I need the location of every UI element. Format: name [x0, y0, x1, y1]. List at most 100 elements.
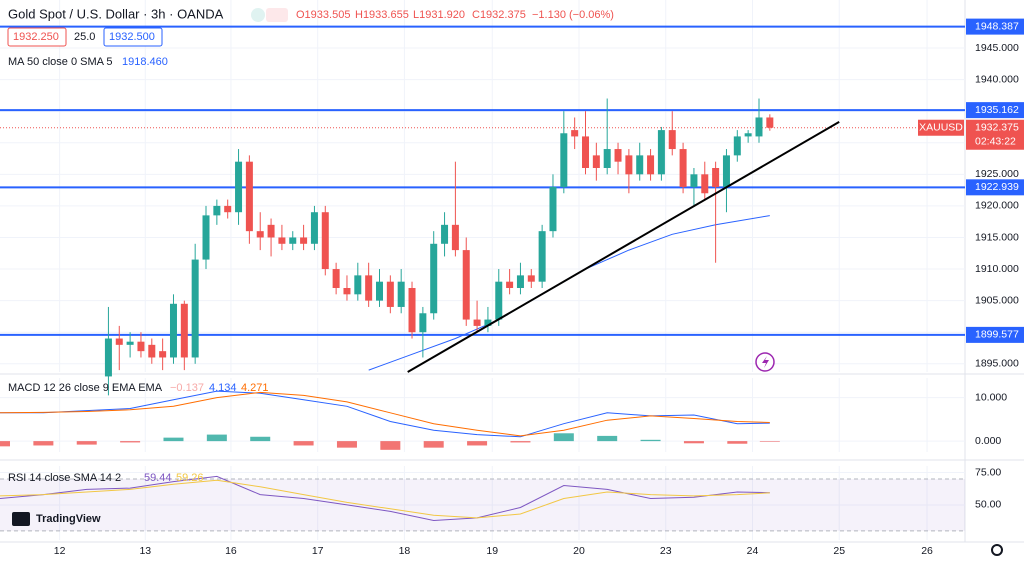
- histogram-bar: [423, 441, 444, 448]
- histogram-bar: [380, 441, 401, 450]
- candle-body: [538, 231, 546, 282]
- countdown-label: 02:43:22: [975, 136, 1016, 148]
- status-icon[interactable]: [251, 8, 265, 22]
- buy-button[interactable]: [103, 27, 163, 47]
- candle-body: [213, 205, 221, 216]
- candle-body: [712, 168, 720, 187]
- ohlc-open: O1933.505: [296, 9, 350, 21]
- candle-body: [484, 319, 492, 326]
- candle-body: [169, 303, 177, 358]
- candle-body: [419, 313, 427, 333]
- candle-body: [354, 275, 362, 295]
- sell-button[interactable]: [7, 27, 67, 47]
- symbol-label: XAUUSD: [919, 122, 963, 134]
- candle-body: [549, 186, 557, 232]
- event-bolt: [762, 356, 769, 368]
- histogram-bar: [163, 437, 184, 442]
- brand-logo: [12, 512, 30, 526]
- histogram-bar: [727, 441, 748, 444]
- y-tick-label: 1925.000: [975, 168, 1019, 180]
- candle-body: [321, 212, 329, 270]
- pane-title: RSI 14 close SMA 14 2: [8, 472, 121, 484]
- y-tick-label: 75.00: [975, 466, 1001, 478]
- candle-body: [148, 344, 156, 358]
- candle-body: [115, 338, 123, 345]
- symbol-tag: [918, 119, 964, 136]
- candle-body: [625, 155, 633, 175]
- candle-body: [668, 130, 676, 150]
- ask-price: 1932.500: [109, 31, 155, 43]
- histogram-bar: [0, 441, 10, 447]
- candle-body: [647, 155, 655, 175]
- candle-body: [462, 250, 470, 320]
- price-line-tag: [966, 18, 1024, 35]
- y-tick-label: 1945.000: [975, 42, 1019, 54]
- histogram-bar: [250, 436, 271, 442]
- candle-body: [527, 275, 535, 282]
- histogram-bar: [293, 441, 314, 446]
- legend-value: 59.44: [144, 472, 172, 484]
- y-tick-label: 0.000: [975, 435, 1001, 447]
- legend-value: 59.26: [176, 472, 204, 484]
- alert-icon[interactable]: [266, 8, 288, 22]
- price-line-tag: [966, 326, 1024, 343]
- price-line-label: 1922.939: [975, 181, 1019, 193]
- histogram-bar: [759, 441, 780, 442]
- price-line-tag: [966, 179, 1024, 196]
- price-line-label: 1899.577: [975, 329, 1019, 341]
- candle-body: [603, 149, 611, 168]
- histogram-bar: [76, 441, 97, 445]
- last-price-tag: [966, 119, 1024, 150]
- y-tick-label: 1910.000: [975, 263, 1019, 275]
- x-tick-label: 26: [921, 545, 933, 557]
- settings-icon[interactable]: [991, 544, 1003, 556]
- candle-body: [191, 259, 199, 358]
- candle-body: [245, 161, 253, 232]
- trend-line: [407, 121, 840, 373]
- candle-body: [582, 136, 590, 168]
- candle-body: [722, 155, 730, 187]
- bid-price: 1932.250: [13, 31, 59, 43]
- histogram-bar: [120, 441, 141, 443]
- candle-body: [755, 117, 763, 137]
- ma-label: MA 50 close 0 SMA 5: [8, 56, 113, 68]
- candle-body: [560, 133, 568, 187]
- candle-body: [159, 351, 167, 358]
- candle-body: [300, 237, 308, 244]
- candle-body: [278, 237, 286, 244]
- candle-body: [495, 281, 503, 320]
- ohlc-change: −1.130 (−0.06%): [532, 9, 614, 21]
- x-tick-label: 18: [399, 545, 411, 557]
- rsi-band: [0, 478, 965, 531]
- candle-body: [202, 215, 210, 260]
- candle-body: [310, 212, 318, 244]
- histogram-bar: [33, 441, 54, 446]
- candle-body: [571, 130, 579, 137]
- candle-body: [343, 288, 351, 295]
- rsi-line: [0, 479, 770, 519]
- x-tick-label: 19: [486, 545, 498, 557]
- candle-body: [256, 231, 264, 238]
- candle-body: [690, 174, 698, 187]
- candle-body: [701, 174, 709, 194]
- y-tick-label: 1915.000: [975, 231, 1019, 243]
- candle-body: [235, 161, 243, 213]
- legend-value: −0.137: [170, 382, 204, 394]
- brand-name: TradingView: [36, 513, 101, 525]
- last-price-label: 1932.375: [975, 122, 1019, 134]
- y-tick-label: 1940.000: [975, 73, 1019, 85]
- macd-line: [0, 391, 770, 437]
- candle-body: [451, 224, 459, 251]
- candle-body: [766, 117, 774, 128]
- x-tick-label: 16: [225, 545, 237, 557]
- candle-body: [636, 155, 644, 175]
- candle-body: [126, 341, 134, 345]
- candle-body: [408, 288, 416, 333]
- histogram-bar: [336, 441, 357, 448]
- x-tick-label: 17: [312, 545, 324, 557]
- pane-title: MACD 12 26 close 9 EMA EMA: [8, 382, 163, 394]
- legend-value: 4.134: [209, 382, 237, 394]
- histogram-bar: [467, 441, 488, 446]
